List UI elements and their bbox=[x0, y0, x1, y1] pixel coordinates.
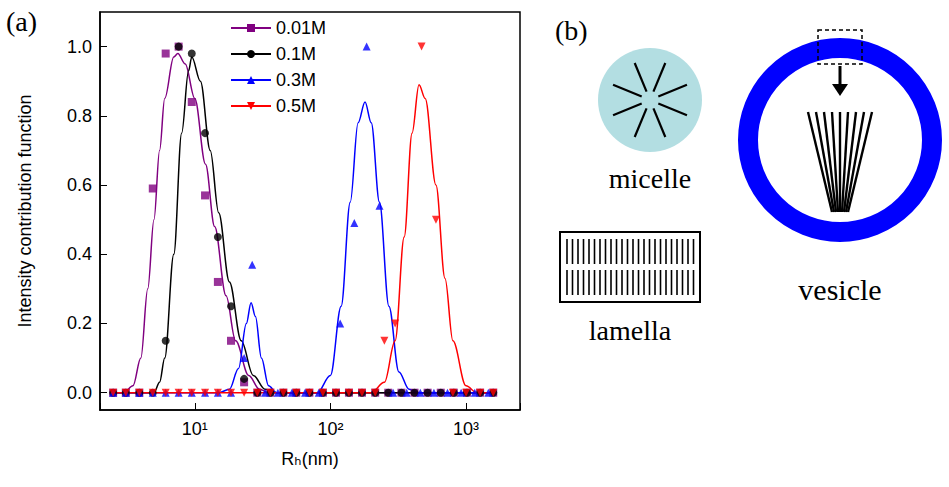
svg-text:(b): (b) bbox=[555, 15, 588, 46]
svg-text:10¹: 10¹ bbox=[182, 419, 208, 439]
svg-text:0.3M: 0.3M bbox=[276, 70, 316, 90]
svg-text:0.4: 0.4 bbox=[67, 244, 92, 264]
svg-text:0.5M: 0.5M bbox=[276, 96, 316, 116]
svg-text:vesicle: vesicle bbox=[798, 273, 881, 306]
svg-text:0.0: 0.0 bbox=[67, 383, 92, 403]
svg-text:0.01M: 0.01M bbox=[276, 18, 326, 38]
svg-text:0.6: 0.6 bbox=[67, 175, 92, 195]
html-text:(a): (a) bbox=[6, 6, 38, 37]
svg-text:Rₕ(nm): Rₕ(nm) bbox=[281, 449, 338, 469]
svg-text:10²: 10² bbox=[317, 419, 343, 439]
svg-text:0.2: 0.2 bbox=[67, 313, 92, 333]
svg-text:micelle: micelle bbox=[609, 163, 691, 194]
svg-text:1.0: 1.0 bbox=[67, 37, 92, 57]
svg-text:0.8: 0.8 bbox=[67, 106, 92, 126]
svg-text:0.1M: 0.1M bbox=[276, 44, 316, 64]
svg-text:lamella: lamella bbox=[589, 315, 672, 346]
svg-text:10³: 10³ bbox=[453, 419, 479, 439]
svg-text:Intensity contribution functio: Intensity contribution function bbox=[15, 94, 35, 327]
